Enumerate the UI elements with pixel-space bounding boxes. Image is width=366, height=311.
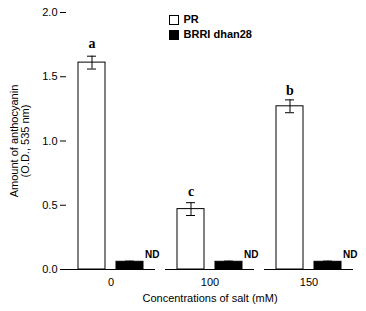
svg-text:0.5: 0.5 bbox=[42, 199, 57, 211]
html-text:PR: PR bbox=[183, 13, 199, 25]
svg-text:ND: ND bbox=[244, 249, 258, 260]
svg-text:b: b bbox=[286, 83, 294, 98]
svg-text:1.5: 1.5 bbox=[42, 70, 57, 82]
svg-text:1.0: 1.0 bbox=[42, 135, 57, 147]
svg-text:100: 100 bbox=[201, 276, 219, 288]
svg-text:Amount of anthocyanin(O.D., 53: Amount of anthocyanin(O.D., 535 nm) bbox=[8, 85, 31, 198]
svg-text:Concentrations of salt (mM): Concentrations of salt (mM) bbox=[142, 292, 277, 304]
svg-text:0: 0 bbox=[108, 276, 114, 288]
svg-text:0.0: 0.0 bbox=[42, 263, 57, 275]
svg-text:150: 150 bbox=[300, 276, 318, 288]
html-text:BRRI dhan28: BRRI dhan28 bbox=[183, 28, 252, 40]
svg-text:c: c bbox=[188, 184, 194, 199]
svg-text:2.0: 2.0 bbox=[42, 6, 57, 18]
svg-text:ND: ND bbox=[145, 249, 159, 260]
svg-text:a: a bbox=[89, 36, 96, 51]
svg-text:ND: ND bbox=[343, 249, 357, 260]
